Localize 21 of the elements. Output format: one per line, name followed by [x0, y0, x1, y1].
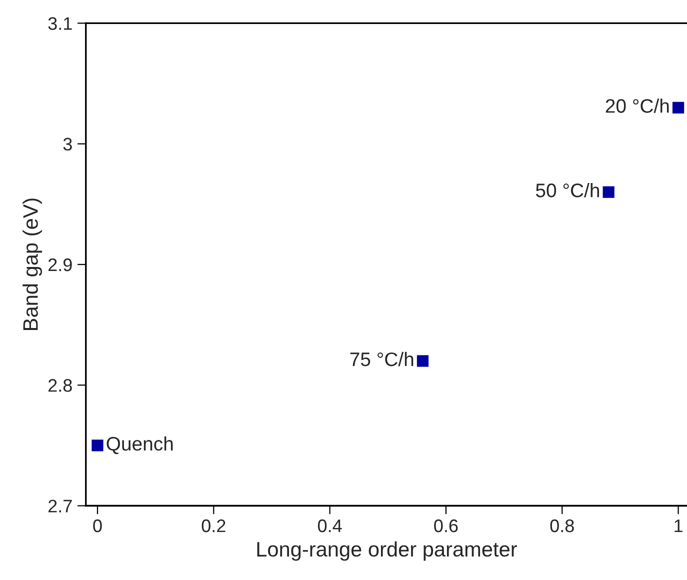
annotation: Quench: [106, 436, 173, 454]
y-axis-title: Band gap (eV): [22, 198, 42, 330]
y-tick-label: 3.1: [48, 17, 72, 30]
y-tick-label: 3: [63, 138, 72, 151]
x-tick-label: 0.4: [318, 519, 342, 532]
point: [672, 102, 684, 114]
x-tick-label: 0.8: [550, 519, 574, 532]
x-axis-title: Long-range order parameter: [257, 541, 517, 561]
y-tick-label: 2.7: [48, 500, 72, 512]
x-tick-label: 0.6: [434, 519, 458, 532]
point: [416, 355, 429, 367]
point: [602, 186, 614, 198]
annotation: 20 °C/h: [606, 98, 669, 113]
x-tick-label: 0.2: [202, 519, 226, 532]
point: [92, 440, 104, 452]
x-tick-label: 1: [674, 520, 682, 532]
x-tick-label: 0: [93, 519, 102, 532]
y-tick-label: 2.8: [48, 379, 72, 392]
y-tick-label: 2.9: [48, 258, 72, 272]
annotation: 50 °C/h: [536, 183, 599, 198]
annotation: 75 °C/h: [350, 352, 414, 366]
